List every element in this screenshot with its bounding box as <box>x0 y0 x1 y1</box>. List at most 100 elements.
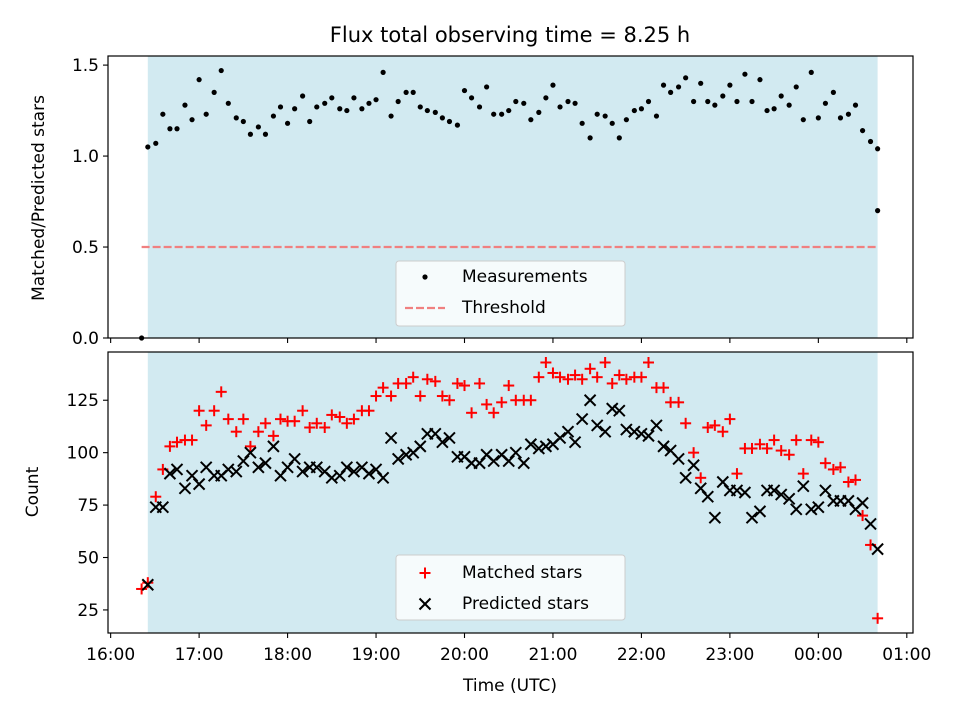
ratio-panel: Flux total observing time = 8.25 h Match… <box>29 23 914 349</box>
cross-b <box>259 456 272 470</box>
measurement-point <box>683 75 689 81</box>
cross-b <box>318 465 331 478</box>
x-tick-label: 17:00 <box>175 645 224 665</box>
matched-star-point <box>613 369 625 381</box>
predicted-star-point <box>436 435 449 449</box>
measurement-point <box>771 106 777 112</box>
predicted-star-point <box>738 486 752 499</box>
legend-measurements-marker <box>422 274 428 280</box>
measurement-point <box>623 117 629 123</box>
measurement-point <box>712 102 718 108</box>
matched-star-point <box>695 472 707 484</box>
measurement-point <box>742 71 748 77</box>
measurement-point <box>859 127 866 134</box>
measurement-point <box>594 111 600 117</box>
measurement-point <box>793 84 799 90</box>
matched-star-point <box>850 474 861 486</box>
matched-star-point <box>540 356 552 368</box>
matched-star-point <box>474 377 486 389</box>
predicted-star-point <box>730 484 744 497</box>
cross-b <box>509 446 523 459</box>
measurement-point <box>167 126 173 132</box>
predicted-star-point <box>583 394 597 407</box>
cross-b <box>532 442 546 455</box>
cross-b <box>376 471 390 485</box>
measurement-point <box>337 106 343 112</box>
cross-b <box>598 425 612 438</box>
measurement-point <box>815 115 821 121</box>
matched-star-point <box>136 583 148 595</box>
cross-b <box>480 448 493 461</box>
measurement-point <box>609 120 615 126</box>
predicted-star-point <box>753 505 767 518</box>
measurement-point <box>638 106 645 112</box>
matched-star-point <box>554 371 566 383</box>
predicted-star-point <box>178 482 192 495</box>
cross-b <box>635 427 648 440</box>
measurement-point <box>675 84 682 90</box>
cross-b <box>163 467 177 480</box>
measurement-point <box>550 82 556 88</box>
predicted-star-point <box>782 492 796 505</box>
predicted-star-point <box>414 440 427 453</box>
cross-b <box>170 463 184 476</box>
bottom-y-tick-label: 25 <box>77 601 99 621</box>
matched-star-point <box>304 421 316 433</box>
cross-b <box>774 488 788 501</box>
predicted-star-point <box>532 442 546 455</box>
cross-b <box>399 448 413 461</box>
bottom-y-tick-label: 125 <box>67 391 99 411</box>
x-tick-label: 19:00 <box>352 645 401 665</box>
cross-b <box>340 461 354 474</box>
cross-b <box>369 463 383 476</box>
top-y-tick-label: 1.5 <box>72 56 99 76</box>
predicted-star-point <box>650 419 663 432</box>
matched-star-point <box>421 373 433 385</box>
predicted-star-point <box>288 452 301 466</box>
matched-star-point <box>341 417 353 429</box>
measurement-point <box>565 98 571 105</box>
cross-b <box>664 444 677 457</box>
measurement-point <box>300 93 306 99</box>
legend-matched-marker <box>419 567 431 579</box>
cross-b <box>871 542 884 556</box>
matched-star-point <box>407 371 419 383</box>
top-axes-frame <box>107 55 914 339</box>
cross-b <box>222 463 235 476</box>
matched-star-point <box>768 434 780 446</box>
predicted-star-point <box>797 480 810 493</box>
bottom-legend: Matched stars Predicted stars <box>395 554 626 621</box>
measurement-point <box>764 107 770 114</box>
cross-b <box>267 440 280 453</box>
cross-b <box>613 404 626 417</box>
measurement-point <box>203 111 209 117</box>
top-y-axis: 0.0 0.5 1.0 1.5 <box>72 56 108 349</box>
x-tick-label: 22:00 <box>617 645 666 665</box>
cross-b <box>310 461 323 474</box>
measurement-point <box>499 111 505 117</box>
bottom-legend-box <box>395 554 626 621</box>
predicted-star-point <box>310 461 323 474</box>
predicted-star-point <box>590 419 604 432</box>
cross-b <box>753 505 767 518</box>
matched-star-point <box>724 413 736 425</box>
measurement-point <box>749 98 755 105</box>
matched-star-point <box>164 440 176 452</box>
measurement-point <box>284 120 291 126</box>
predicted-star-point <box>524 438 538 451</box>
cross-b <box>539 440 553 453</box>
measurement-point <box>277 104 284 110</box>
matched-star-point <box>319 421 331 433</box>
measurement-point <box>698 80 704 86</box>
measurement-point <box>668 89 674 95</box>
matched-star-point <box>857 510 869 522</box>
measurement-point <box>196 77 202 83</box>
cross-b <box>738 486 752 499</box>
predicted-star-point <box>399 448 413 461</box>
measurement-point <box>653 113 660 119</box>
measurement-point <box>262 131 269 137</box>
predicted-star-point <box>642 429 655 443</box>
cross-b <box>325 471 339 485</box>
matched-star-point <box>635 371 647 383</box>
measurement-point <box>432 109 438 115</box>
